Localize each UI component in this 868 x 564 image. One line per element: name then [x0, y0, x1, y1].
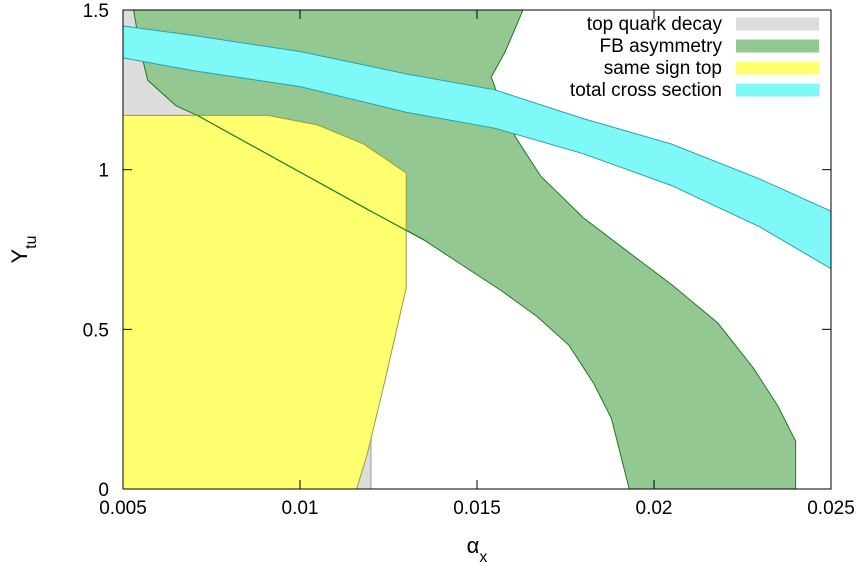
legend-label-same-sign-top: same sign top: [604, 58, 722, 79]
y-tick-label: 1: [98, 161, 109, 182]
y-tick-label: 0: [98, 480, 109, 501]
x-tick-label: 0.005: [99, 498, 147, 519]
legend-swatch-same-sign-top: [736, 61, 819, 75]
legend-label-total-cross-section: total cross section: [570, 80, 722, 101]
legend-swatch-top-quark-decay: [736, 17, 819, 31]
region-total-cross-section: [123, 25, 831, 270]
x-tick-label: 0.02: [636, 498, 673, 519]
legend-label-top-quark-decay: top quark decay: [587, 14, 723, 35]
boundary-line-0: [197, 114, 425, 241]
x-tick-label: 0.01: [282, 498, 319, 519]
legend-swatch-fb-asymmetry: [736, 39, 819, 53]
region-same-sign-top: [123, 114, 407, 489]
axis-ticks: 0.005 0.01 0.015 0.02 0.025 0 0.5 1 1.5: [83, 1, 855, 519]
plot-series: [123, 10, 831, 489]
x-tick-label: 0.015: [453, 498, 501, 519]
x-tick-label: 0.025: [807, 498, 855, 519]
y-axis-label: Ytu: [7, 235, 40, 263]
y-tick-label: 0.5: [83, 320, 109, 341]
legend-label-fb-asymmetry: FB asymmetry: [600, 36, 723, 57]
legend-swatch-total-cross-section: [736, 83, 819, 97]
y-tick-label: 1.5: [83, 1, 109, 22]
x-axis-label: αx: [467, 533, 488, 564]
